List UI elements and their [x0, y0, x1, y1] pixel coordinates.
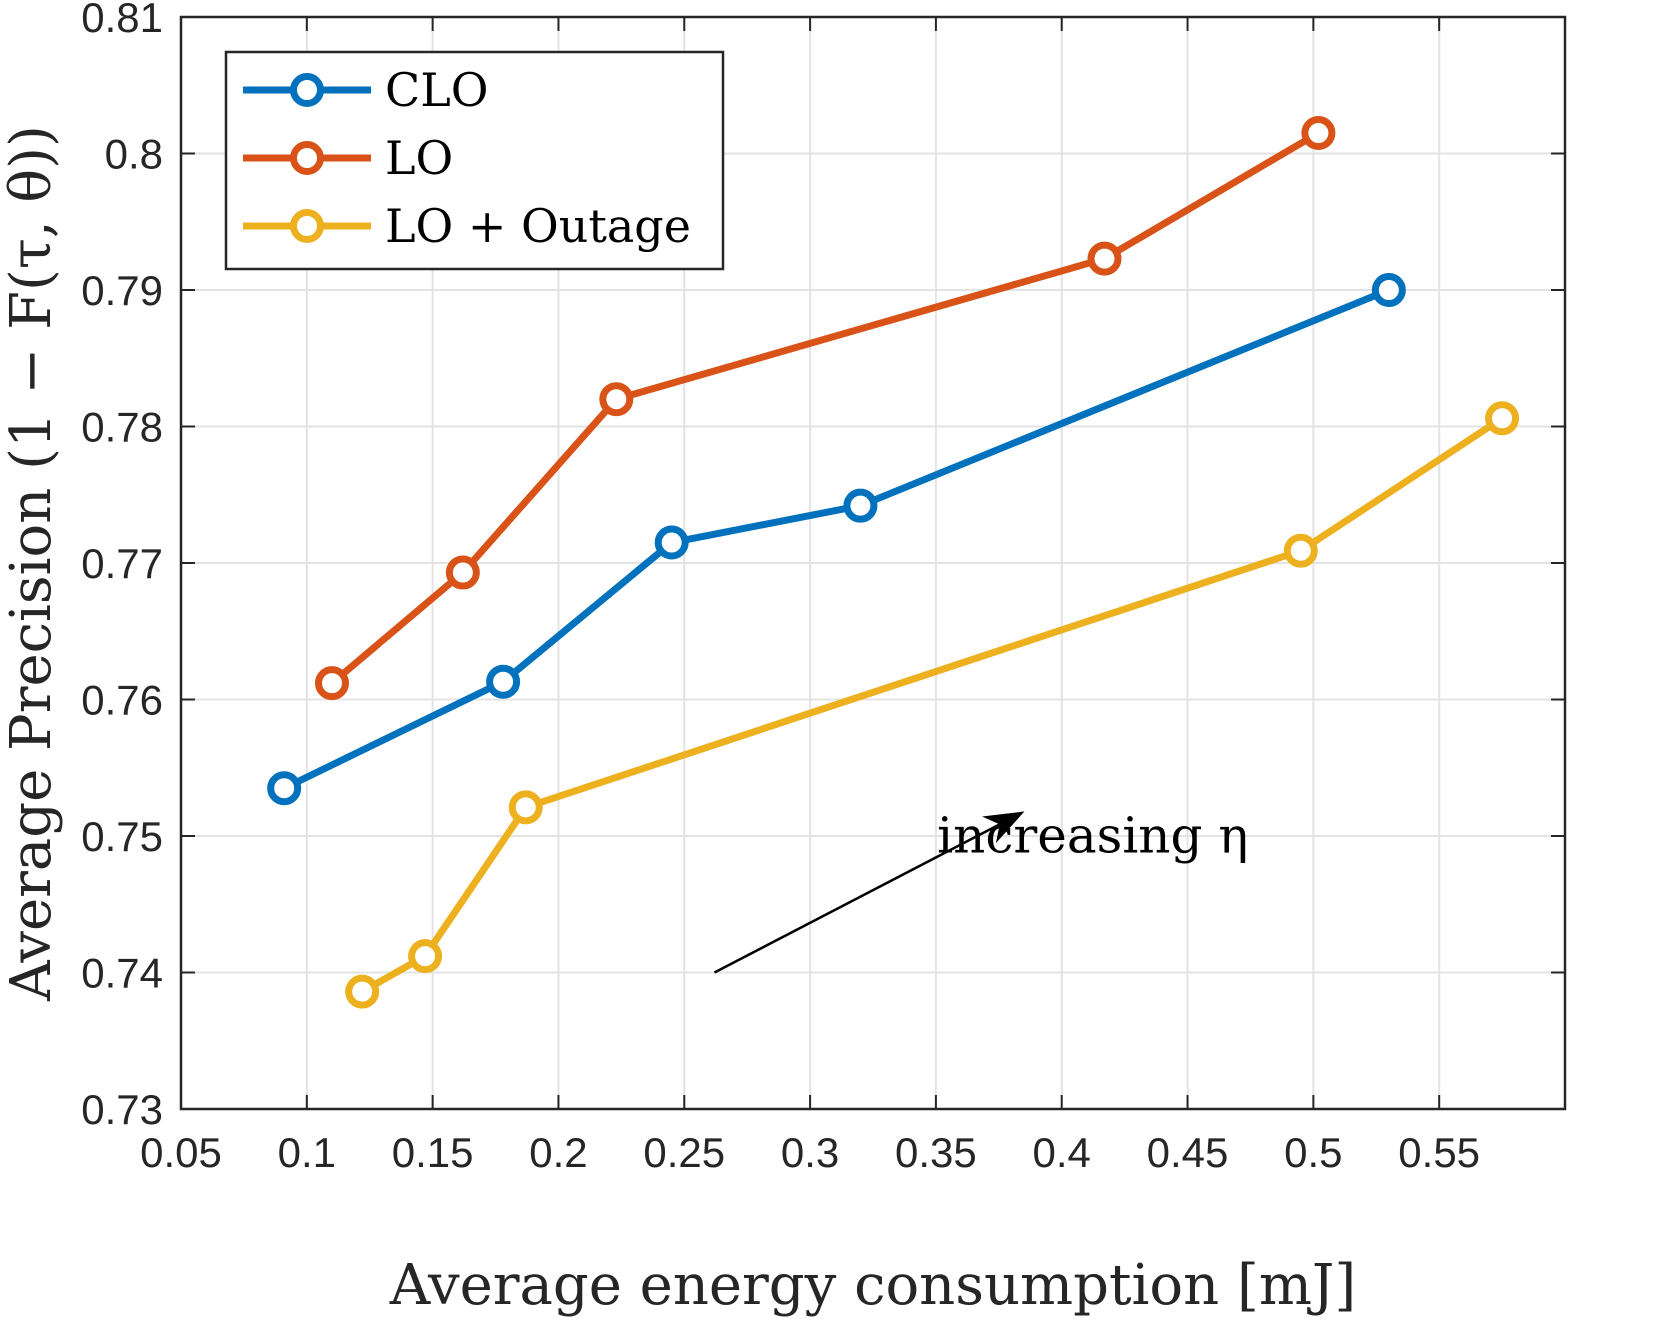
- y-tick-label: 0.78: [81, 404, 163, 451]
- legend-label: LO + Outage: [385, 199, 691, 253]
- legend-label: CLO: [385, 63, 488, 117]
- y-tick-label: 0.76: [81, 677, 163, 724]
- y-tick-label: 0.77: [81, 540, 163, 587]
- data-point-lo: [445, 555, 480, 590]
- data-point-clo: [486, 664, 521, 699]
- data-point-lo-outage: [508, 790, 543, 825]
- series-line-lo-outage: [360, 415, 1505, 995]
- data-point-lo-outage: [1485, 401, 1520, 436]
- y-tick-label: 0.8: [105, 131, 163, 178]
- legend-item: LO: [243, 131, 453, 185]
- data-point-lo-outage: [345, 974, 380, 1009]
- series-lo-outage: [345, 401, 1520, 1009]
- y-tick-label: 0.79: [81, 267, 163, 314]
- data-point-clo: [843, 488, 878, 523]
- series-lo: [314, 116, 1336, 701]
- x-tick-label: 0.4: [1033, 1129, 1091, 1176]
- legend-label: LO: [385, 131, 453, 185]
- legend-item: LO + Outage: [243, 199, 691, 253]
- series-line-clo: [282, 286, 1391, 792]
- legend-swatch-marker: [290, 73, 324, 107]
- data-point-clo: [1371, 273, 1406, 307]
- x-tick-label: 0.25: [643, 1129, 725, 1176]
- x-tick-label: 0.45: [1147, 1129, 1229, 1176]
- grid-layer: [181, 17, 1565, 1109]
- annotation-arrow-shaft: [713, 823, 1001, 974]
- legend-swatch-marker: [290, 141, 324, 175]
- x-axis-label: Average energy consumption [mJ]: [389, 1253, 1356, 1318]
- data-point-lo: [314, 666, 349, 701]
- y-tick-label: 0.75: [81, 813, 163, 860]
- data-point-clo: [654, 525, 689, 560]
- data-point-lo: [1301, 116, 1336, 151]
- x-tick-label: 0.2: [529, 1129, 587, 1176]
- data-point-lo-outage: [408, 939, 443, 974]
- data-point-lo-outage: [1283, 533, 1318, 568]
- y-axis-label: Average Precision (1 − F(τ, θ)): [0, 125, 64, 1002]
- legend: CLO LO LO + Outage: [224, 50, 725, 271]
- y-tick-label: 0.81: [81, 0, 163, 41]
- series-layer: [267, 116, 1520, 1009]
- x-tick-label: 0.3: [781, 1129, 839, 1176]
- annotation-layer: increasing η: [713, 806, 1248, 974]
- data-point-lo: [1087, 241, 1122, 276]
- x-tick-label: 0.1: [278, 1129, 336, 1176]
- series-clo: [267, 273, 1406, 806]
- x-tick-label: 0.55: [1398, 1129, 1480, 1176]
- data-point-lo: [599, 382, 634, 417]
- data-point-clo: [267, 771, 302, 806]
- legend-item: CLO: [243, 63, 488, 117]
- annotation-arrow-head: [982, 811, 1025, 844]
- legend-swatch-marker: [290, 209, 324, 243]
- y-tick-label: 0.74: [81, 950, 163, 997]
- x-tick-label: 0.15: [392, 1129, 474, 1176]
- x-tick-label: 0.05: [140, 1129, 222, 1176]
- x-tick-label: 0.35: [895, 1129, 977, 1176]
- y-tick-label: 0.73: [81, 1086, 163, 1133]
- x-tick-label: 0.5: [1284, 1129, 1342, 1176]
- tick-layer: 0.05 0.1 0.15 0.2 0.25 0.3 0.35 0.4 0.45 0.5 0.55 0…: [81, 0, 1565, 1176]
- annotation-label: increasing η: [937, 806, 1248, 864]
